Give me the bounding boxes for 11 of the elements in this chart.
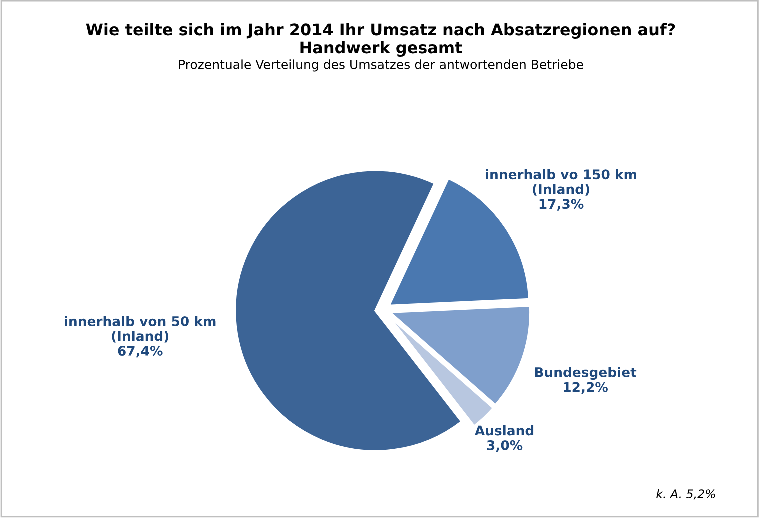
slice-label: innerhalb vo 150 km (Inland) (486, 169, 636, 196)
slice-label: Ausland (474, 426, 534, 436)
data-label: 3,0% (487, 440, 523, 452)
data-label: 17,3% (540, 199, 584, 211)
slice-label: Bundesgebiet (535, 367, 637, 380)
data-label: 67,4% (118, 346, 163, 358)
slice-label: innerhalb von 50 km (Inland) (65, 316, 216, 343)
text: k. A. 5,2% (656, 489, 716, 500)
data-label: 12,2% (564, 382, 608, 394)
chart-subtitle: Prozentuale Verteilung des Umsatzes der antwortenden Betriebe (179, 60, 584, 72)
chart-title: Wie teilte sich im Jahr 2014 Ihr Umsatz nach Absatzregionen auf? Handwerk gesamt (86, 23, 676, 57)
